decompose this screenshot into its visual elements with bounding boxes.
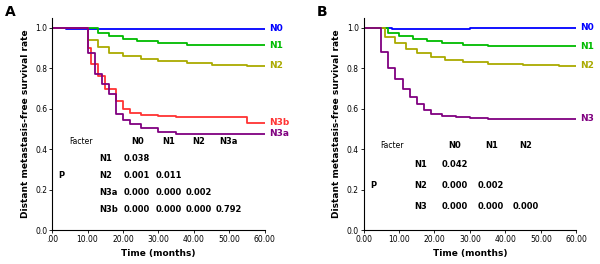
Text: N2: N2 <box>415 181 428 190</box>
Y-axis label: Distant metastasis-free survival rate: Distant metastasis-free survival rate <box>20 30 29 218</box>
Text: N3a: N3a <box>99 188 117 197</box>
Text: N3a: N3a <box>269 130 289 139</box>
X-axis label: Time (months): Time (months) <box>433 249 507 258</box>
Text: N2: N2 <box>193 137 205 146</box>
Text: N1: N1 <box>415 160 428 169</box>
Text: Facter: Facter <box>380 141 404 150</box>
Text: A: A <box>5 5 16 19</box>
Text: N1: N1 <box>581 42 595 51</box>
Text: N1: N1 <box>269 41 283 50</box>
Text: N1: N1 <box>99 154 112 163</box>
Text: 0.000: 0.000 <box>156 188 182 197</box>
Text: 0.011: 0.011 <box>156 171 182 180</box>
Text: P: P <box>370 181 376 190</box>
Text: N2: N2 <box>519 141 532 150</box>
Text: 0.792: 0.792 <box>215 205 242 214</box>
Text: N3: N3 <box>581 114 595 123</box>
Text: N1: N1 <box>485 141 497 150</box>
Text: B: B <box>317 5 328 19</box>
Text: N0: N0 <box>131 137 143 146</box>
Text: N2: N2 <box>99 171 112 180</box>
Text: 0.000: 0.000 <box>442 202 468 211</box>
Text: N2: N2 <box>581 61 595 70</box>
X-axis label: Time (months): Time (months) <box>121 249 196 258</box>
Text: N3: N3 <box>415 202 427 211</box>
Text: 0.000: 0.000 <box>478 202 505 211</box>
Text: 0.000: 0.000 <box>442 181 468 190</box>
Text: N1: N1 <box>163 137 176 146</box>
Text: N3a: N3a <box>220 137 238 146</box>
Y-axis label: Distant metastasis-free survival rate: Distant metastasis-free survival rate <box>332 30 341 218</box>
Text: N0: N0 <box>269 24 283 33</box>
Text: N3b: N3b <box>99 205 118 214</box>
Text: 0.000: 0.000 <box>124 188 150 197</box>
Text: 0.000: 0.000 <box>186 205 212 214</box>
Text: P: P <box>58 171 65 180</box>
Text: N0: N0 <box>449 141 461 150</box>
Text: 0.000: 0.000 <box>124 205 150 214</box>
Text: 0.038: 0.038 <box>124 154 150 163</box>
Text: 0.000: 0.000 <box>512 202 538 211</box>
Text: N0: N0 <box>581 23 595 32</box>
Text: 0.002: 0.002 <box>478 181 505 190</box>
Text: Facter: Facter <box>69 137 92 146</box>
Text: 0.000: 0.000 <box>156 205 182 214</box>
Text: 0.042: 0.042 <box>442 160 469 169</box>
Text: N2: N2 <box>269 61 283 70</box>
Text: 0.001: 0.001 <box>124 171 151 180</box>
Text: N3b: N3b <box>269 118 289 127</box>
Text: 0.002: 0.002 <box>185 188 212 197</box>
